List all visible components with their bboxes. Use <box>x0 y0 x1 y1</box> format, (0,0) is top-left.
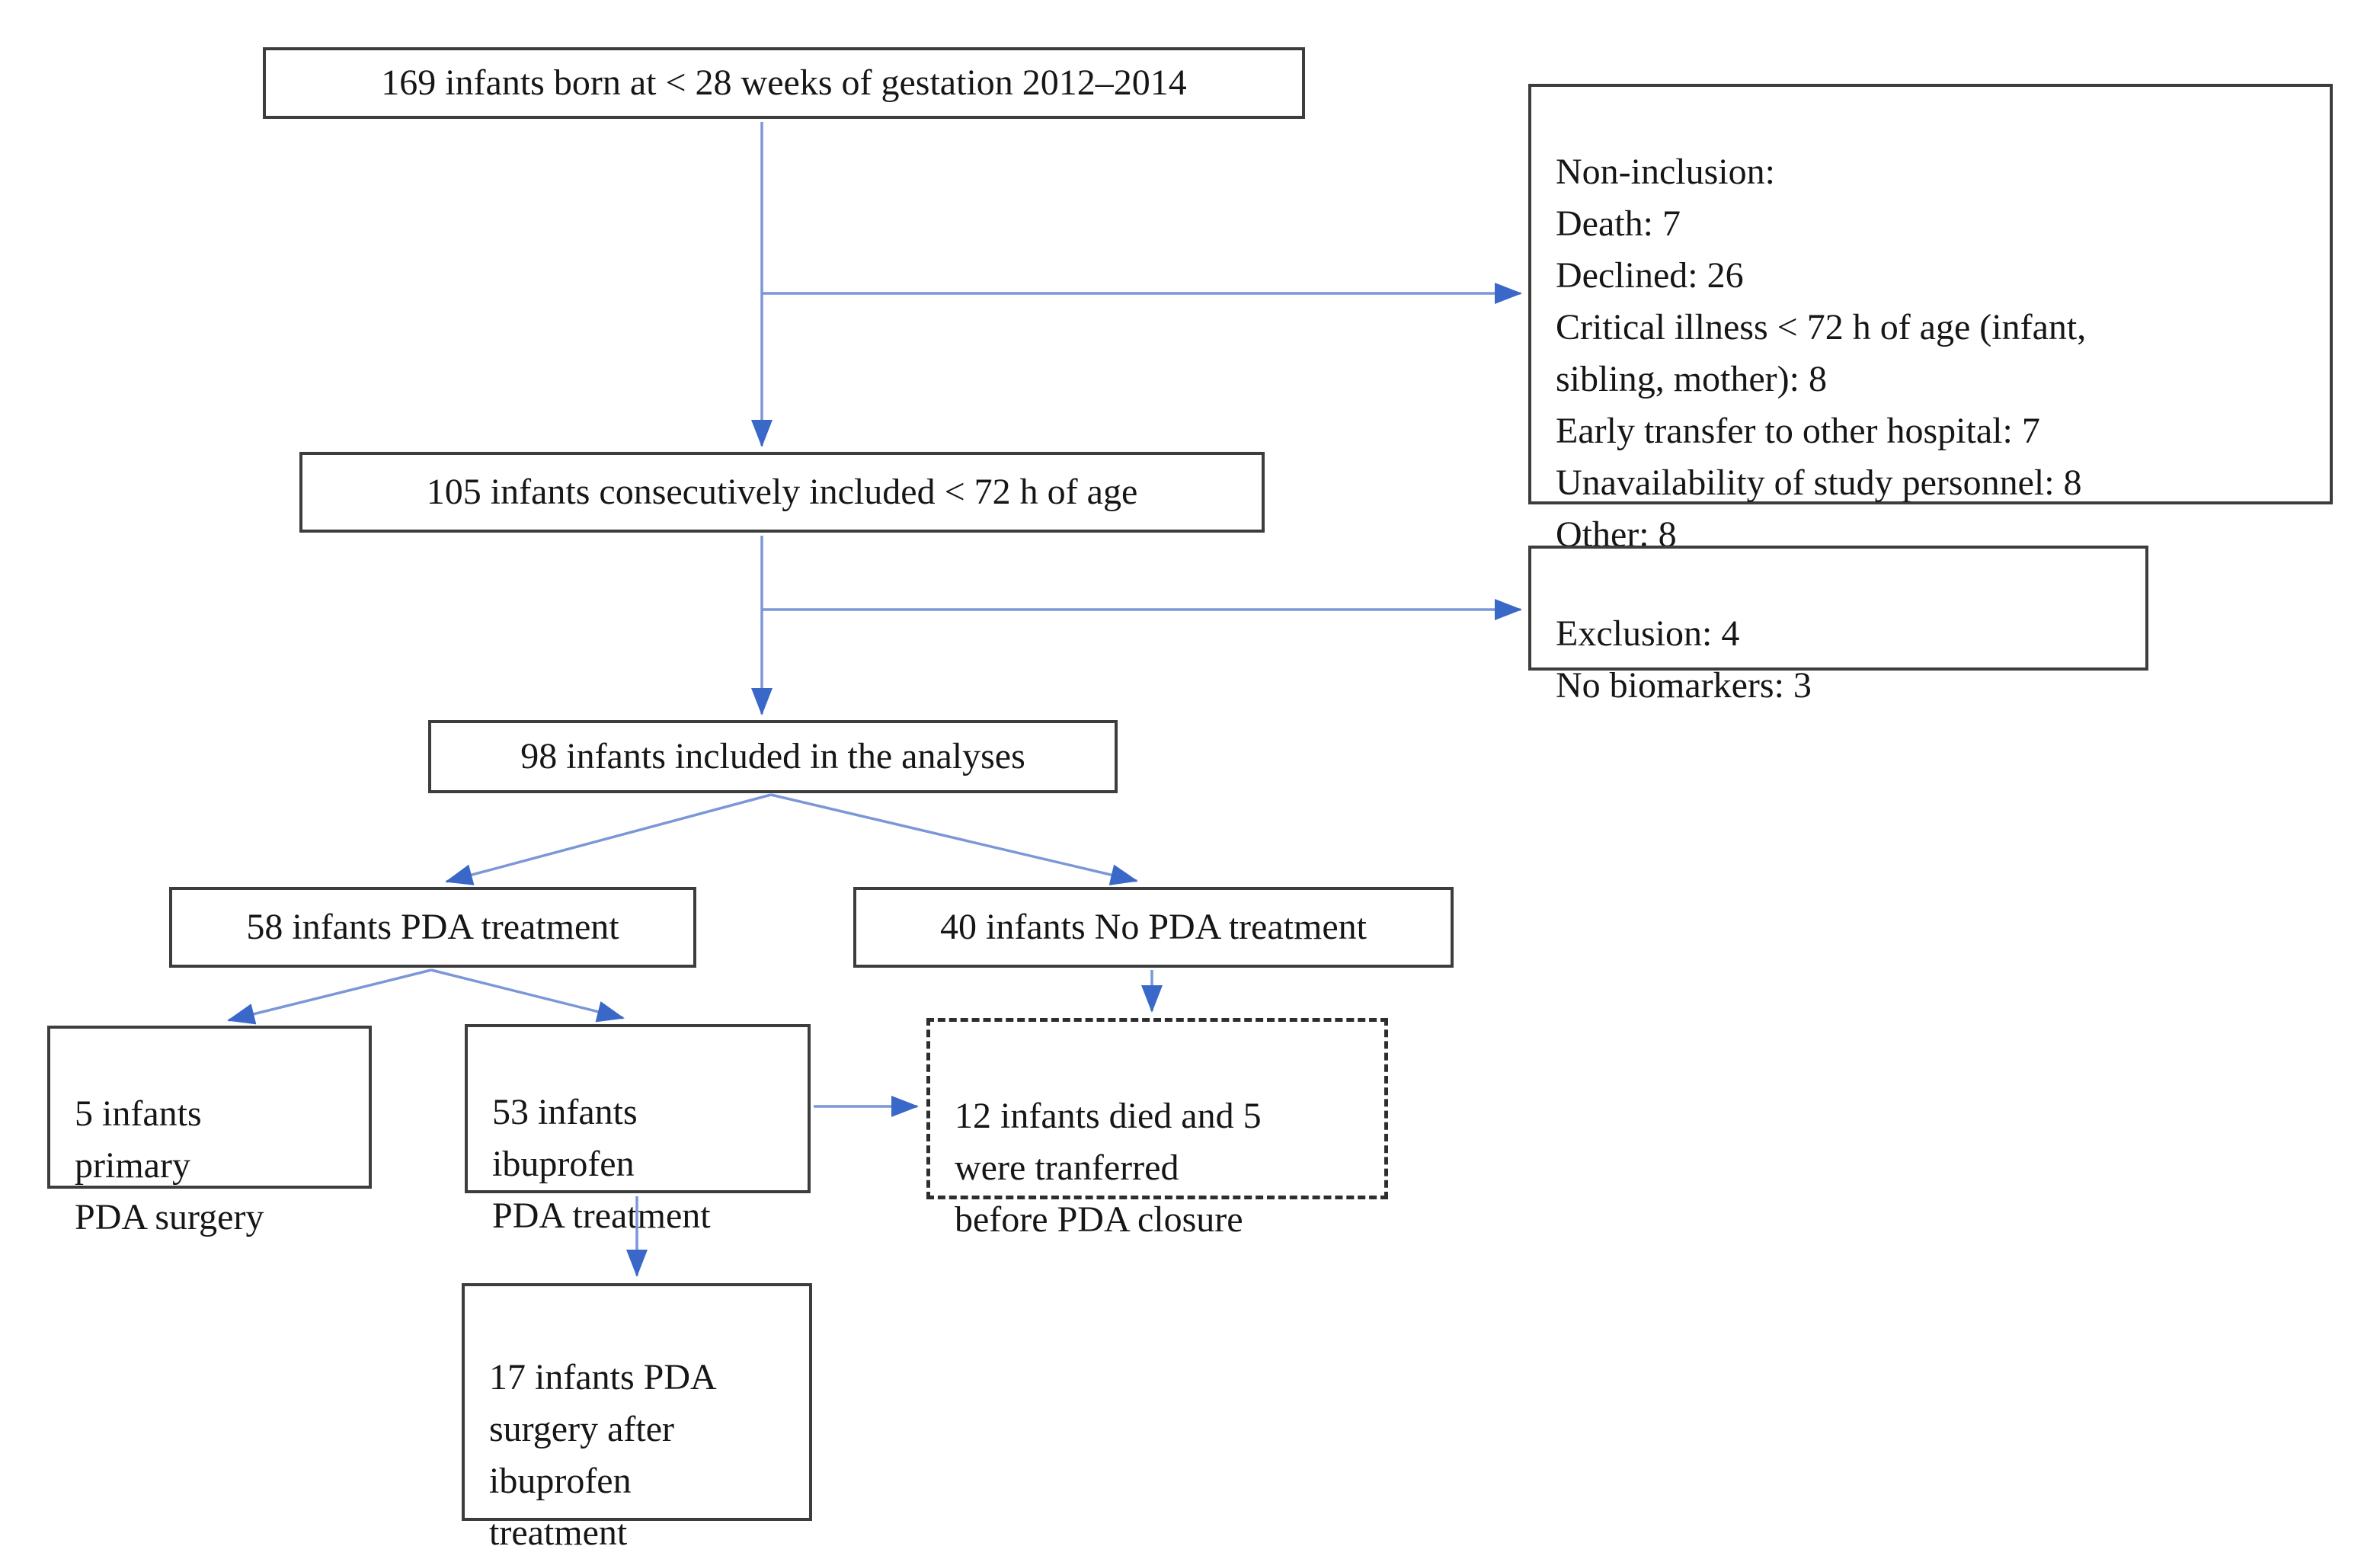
node-no-pda-treatment-40-label: 40 infants No PDA treatment <box>940 907 1367 947</box>
node-primary-surgery-5-label: 5 infants primary PDA surgery <box>75 1093 264 1237</box>
node-exclusion-label: Exclusion: 4 No biomarkers: 3 <box>1556 613 1812 706</box>
node-included-105: 105 infants consecutively included < 72 … <box>299 452 1265 533</box>
node-total-169: 169 infants born at < 28 weeks of gestat… <box>263 47 1305 119</box>
node-surgery-after-ibuprofen-17: 17 infants PDA surgery after ibuprofen t… <box>462 1283 812 1553</box>
node-no-pda-treatment-40: 40 infants No PDA treatment <box>853 887 1454 968</box>
arrow-analyses-to-no-pda-treatment <box>770 793 1138 885</box>
node-non-inclusion: Non-inclusion: Death: 7 Declined: 26 Cri… <box>1528 84 2333 555</box>
node-primary-surgery-5: 5 infants primary PDA surgery <box>47 1026 372 1237</box>
node-died-transferred-12-label: 12 infants died and 5 were tranferred be… <box>955 1096 1262 1240</box>
node-included-105-label: 105 infants consecutively included < 72 … <box>426 472 1138 512</box>
node-died-transferred-12: 12 infants died and 5 were tranferred be… <box>926 1018 1388 1240</box>
node-ibuprofen-53: 53 infants ibuprofen PDA treatment <box>465 1024 811 1236</box>
node-exclusion: Exclusion: 4 No biomarkers: 3 <box>1528 546 2148 706</box>
node-non-inclusion-label: Non-inclusion: Death: 7 Declined: 26 Cri… <box>1556 152 2087 555</box>
node-surgery-after-ibuprofen-17-label: 17 infants PDA surgery after ibuprofen t… <box>489 1357 717 1553</box>
node-ibuprofen-53-label: 53 infants ibuprofen PDA treatment <box>492 1092 711 1236</box>
node-total-169-label: 169 infants born at < 28 weeks of gestat… <box>381 62 1187 103</box>
arrow-pda-to-ibuprofen <box>430 968 625 1023</box>
node-analyses-98-label: 98 infants included in the analyses <box>520 736 1025 776</box>
node-analyses-98: 98 infants included in the analyses <box>428 720 1118 793</box>
node-pda-treatment-58-label: 58 infants PDA treatment <box>246 907 619 947</box>
node-pda-treatment-58: 58 infants PDA treatment <box>169 887 696 968</box>
arrow-pda-to-primary-surgery <box>227 968 432 1025</box>
arrow-analyses-to-pda-treatment <box>445 793 772 885</box>
